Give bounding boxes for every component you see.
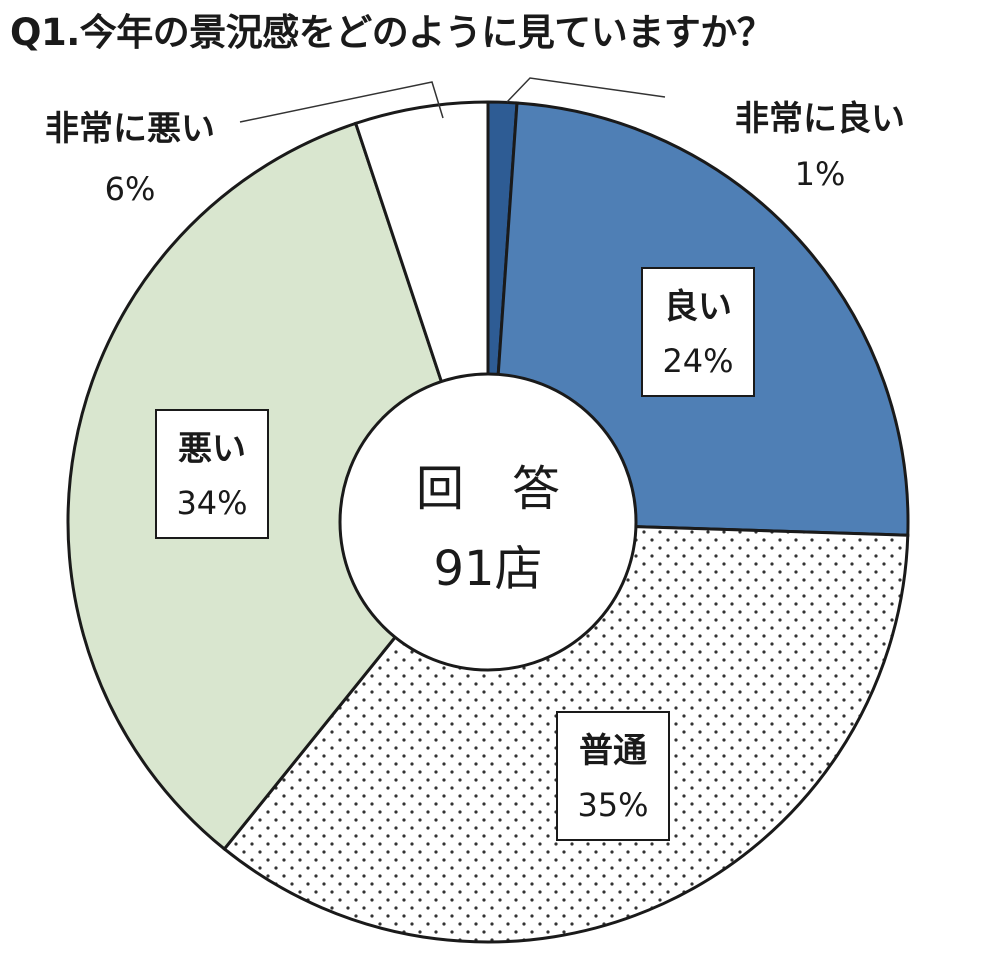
leader-line-very-good (506, 77, 666, 103)
slice-label-box-4 (155, 409, 269, 539)
slice-label-box-2 (641, 267, 755, 397)
slice-percent-label-2: 24% (662, 342, 733, 380)
slice-percent-label-5: 6% (105, 170, 156, 208)
slice-name-label-4: 悪い (178, 429, 246, 469)
slice-label-box-3 (556, 711, 670, 841)
slice-name-label-2: 良い (664, 287, 732, 327)
center-label-line2: 91店 (433, 541, 542, 597)
slice-percent-label-4: 34% (176, 484, 247, 522)
slice-name-label-5: 非常に悪い (45, 109, 215, 149)
leader-line-very-bad (239, 81, 444, 123)
pie-slice-4 (66, 121, 490, 852)
slice-percent-label-1: 1% (795, 155, 846, 193)
chart-title: Q1.今年の景況感をどのように見ていますか？ (10, 11, 774, 54)
slice-name-label-1: 非常に良い (735, 99, 905, 139)
slice-name-label-3: 普通 (579, 731, 647, 771)
center-label-line1: 回 答 (416, 461, 560, 517)
center-hole (338, 372, 638, 672)
slice-percent-label-3: 35% (577, 786, 648, 824)
